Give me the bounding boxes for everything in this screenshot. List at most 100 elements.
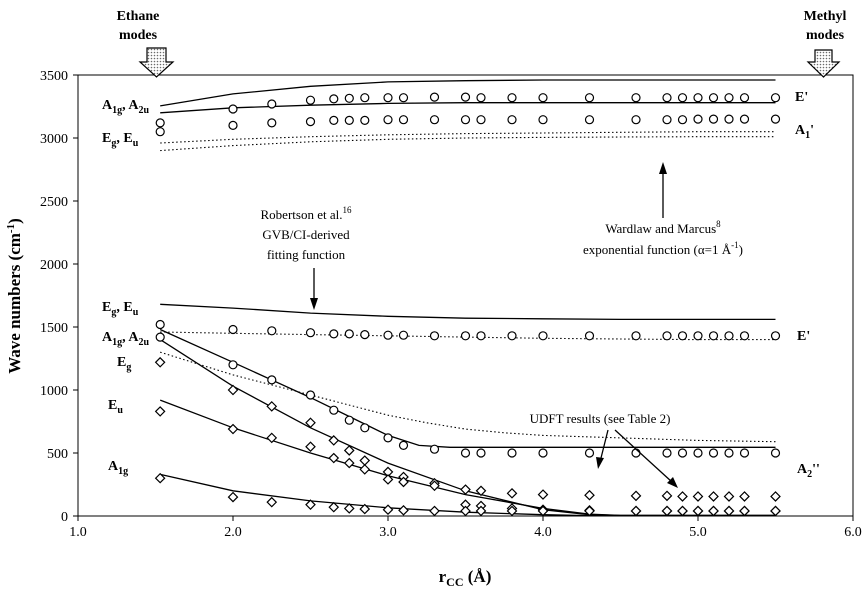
diamond-marker [661,490,673,502]
diamond-marker [429,480,440,492]
y-tick-label: 2000 [40,258,68,273]
circle-marker [708,331,719,341]
circle-marker [398,93,409,103]
circle-marker [360,423,370,433]
circle-marker [460,115,471,125]
y-tick-label: 2500 [40,195,68,210]
circle-marker [267,118,277,128]
circle-marker [155,319,165,330]
circle-marker [584,331,595,341]
circle-marker [476,115,486,125]
y-tick-label: 3000 [40,132,68,147]
fit-line-solid-3 [159,328,776,448]
circle-marker [344,93,354,103]
circle-marker [770,93,781,103]
circle-marker [538,93,548,103]
diamond-marker [584,489,595,501]
diamond-marker [328,452,340,464]
diamond-marker [343,445,355,456]
label-Eu-low: Eu [108,398,123,416]
y-tick-label: 3500 [40,69,68,84]
circle-marker [631,331,641,341]
circle-marker [228,360,238,370]
circle-marker [538,331,548,341]
fit-line-solid-1 [160,102,776,114]
circle-marker [631,448,641,458]
fit-line-dotted-1 [160,136,776,152]
circle-marker [460,331,471,341]
circle-marker [662,331,672,341]
circle-marker [693,93,703,103]
methyl-label-line2: modes [806,28,845,43]
circle-marker [584,448,595,458]
circle-marker [228,120,238,131]
diamond-marker [382,504,394,516]
diamond-marker [537,489,549,500]
circle-marker [739,331,750,341]
circle-marker [724,93,734,103]
robertson-annotation-line3: fitting function [267,247,346,262]
udft-annotation: UDFT results (see Table 2) [530,411,671,426]
diamond-marker [359,503,371,515]
diamond-marker [398,504,409,516]
circle-marker [708,448,719,458]
circle-marker [770,114,781,124]
circle-marker [429,92,440,102]
circle-marker [631,93,641,103]
diamond-marker [266,432,278,444]
circle-marker [677,93,688,103]
methyl-down-arrow-icon [806,49,841,78]
diamond-marker [739,491,750,502]
circle-marker [398,330,409,340]
diamond-marker [708,505,719,517]
diamond-marker [359,464,371,475]
circle-marker [739,93,750,103]
circle-marker [155,127,165,137]
diamond-marker [398,476,409,488]
diamond-marker [343,503,355,514]
circle-marker [538,115,548,125]
circle-marker [662,448,672,458]
circle-marker [677,448,688,458]
circle-marker [360,115,370,126]
diamond-marker [537,505,549,517]
y-axis-title: Wave numbers (cm-1) [5,218,24,374]
circle-marker [460,92,471,102]
diamond-marker [305,417,316,429]
y-axis-ticks: 0 500 1000 1500 2000 2500 3000 3500 [40,69,78,525]
diamond-marker [154,406,166,417]
circle-marker [383,330,393,340]
label-A2-dprime: A2'' [797,462,820,480]
label-Eg-low: Eg [117,355,131,373]
circle-marker [267,375,277,385]
diamond-marker [343,457,355,469]
diamond-marker [305,441,316,453]
circle-marker [305,328,316,338]
circle-marker [329,94,339,104]
circle-marker [476,331,486,341]
circle-marker [739,114,750,124]
circle-marker [383,433,393,443]
x-tick-label: 2.0 [224,525,242,540]
circle-marker [329,405,339,415]
circle-marker [155,332,165,342]
x-tick-label: 1.0 [69,525,87,540]
circle-marker [507,331,517,341]
diamond-marker [305,499,316,511]
circle-marker [770,448,781,458]
fit-line-solid-0 [160,79,776,107]
diamond-marker [382,474,394,485]
diamond-marker [630,490,642,502]
circle-marker [305,95,316,105]
diamond-marker [154,356,166,368]
robertson-annotation-line2: GVB/CI-derived [262,227,350,242]
circle-marker [770,331,781,341]
circle-marker [677,331,688,341]
label-Eg-Eu-top: Eg, Eu [102,131,139,149]
ethane-label-line2: modes [119,28,158,43]
diamond-marker [677,505,688,517]
circle-marker [677,115,688,125]
diamond-marker [227,423,239,435]
label-Eg-Eu-mid: Eg, Eu [102,300,139,318]
